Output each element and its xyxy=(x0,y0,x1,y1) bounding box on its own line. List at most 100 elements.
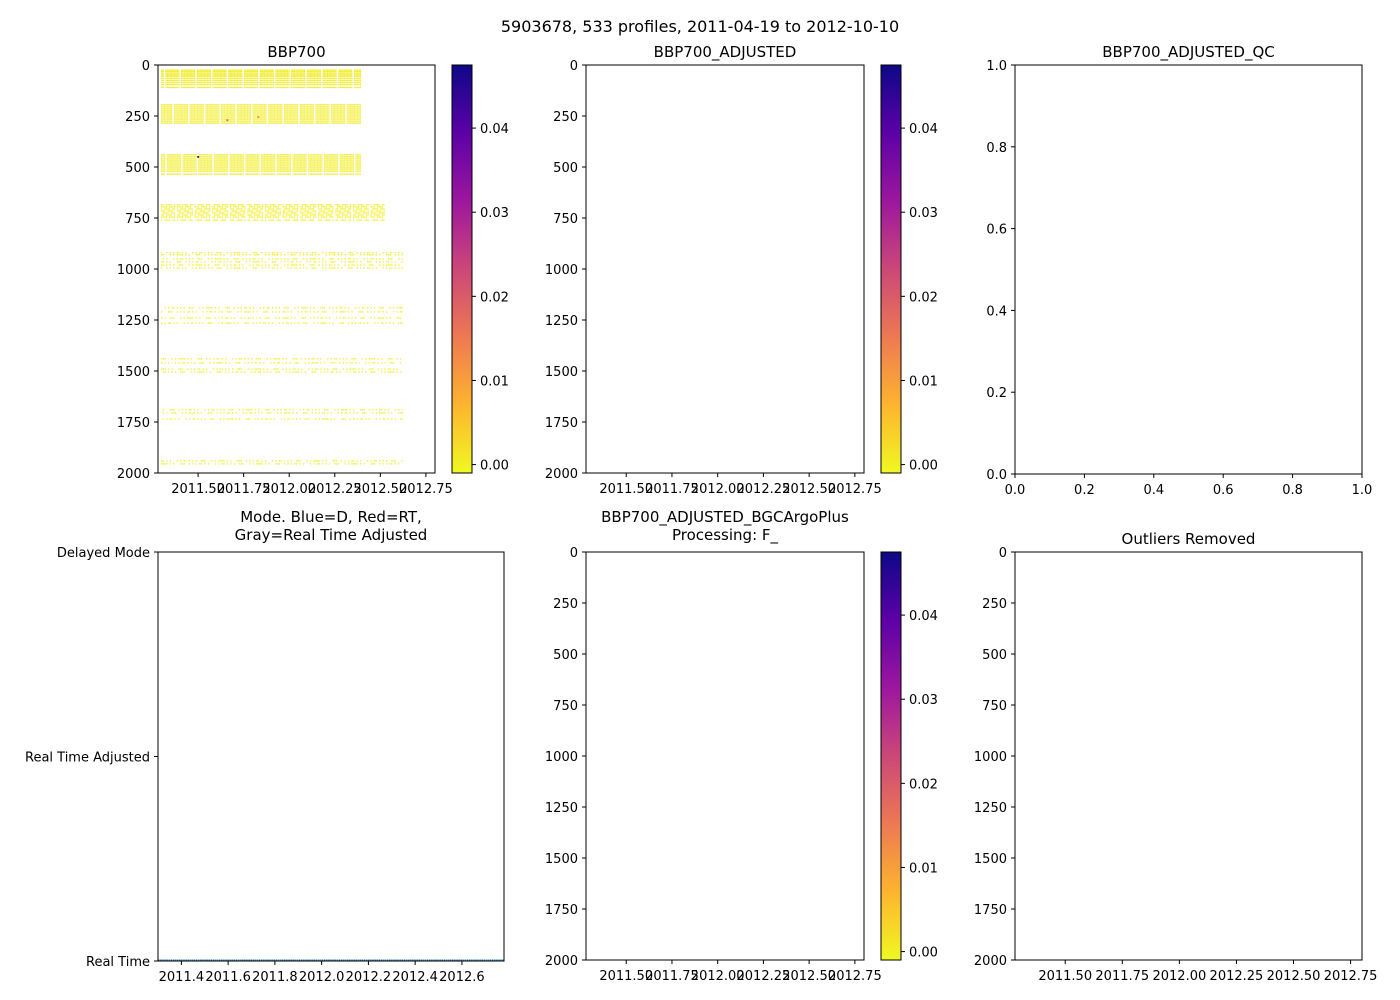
scatter-point xyxy=(161,118,163,120)
scatter-point xyxy=(283,258,286,260)
scatter-point xyxy=(362,216,364,218)
scatter-point xyxy=(238,86,240,89)
scatter-point xyxy=(299,173,301,175)
scatter-point xyxy=(258,212,260,214)
scatter-point xyxy=(223,258,225,260)
scatter-point xyxy=(279,162,281,164)
scatter-point xyxy=(335,120,337,122)
scatter-point xyxy=(309,69,311,71)
scatter-point xyxy=(229,219,232,221)
scatter-point xyxy=(198,164,200,166)
scatter-point xyxy=(202,75,204,77)
scatter-point xyxy=(373,204,376,206)
scatter-point xyxy=(248,168,250,170)
scatter-point xyxy=(166,166,169,168)
scatter-point xyxy=(293,75,296,77)
scatter-point xyxy=(341,122,343,124)
scatter-point xyxy=(245,261,248,263)
scatter-point xyxy=(237,208,240,210)
scatter-point xyxy=(168,108,170,110)
scatter-point xyxy=(205,170,207,172)
scatter-point xyxy=(303,114,306,116)
scatter-point xyxy=(213,219,216,221)
scatter-point xyxy=(252,168,254,170)
scatter-point xyxy=(295,210,297,212)
scatter-point xyxy=(179,158,181,160)
scatter-point xyxy=(161,173,163,175)
scatter-point xyxy=(236,156,239,158)
scatter-point xyxy=(327,219,329,221)
scatter-point xyxy=(331,112,333,114)
scatter-point xyxy=(380,208,382,210)
scatter-point xyxy=(205,110,207,112)
scatter-point xyxy=(192,108,194,110)
scatter-point xyxy=(262,120,264,122)
scatter-point xyxy=(358,75,360,77)
scatter-point xyxy=(251,77,253,79)
scatter-point xyxy=(306,70,309,73)
scatter-point xyxy=(322,112,324,114)
scatter-point xyxy=(252,219,254,221)
scatter-point xyxy=(239,77,241,79)
scatter-point xyxy=(331,118,333,120)
scatter-point xyxy=(251,72,253,74)
scatter-point xyxy=(192,69,194,71)
scatter-point xyxy=(375,204,377,206)
scatter-point xyxy=(215,69,217,71)
scatter-point xyxy=(241,86,243,89)
scatter-point xyxy=(317,214,320,216)
scatter-point xyxy=(232,86,234,89)
scatter-point xyxy=(312,156,314,158)
scatter-point xyxy=(373,206,376,208)
scatter-point xyxy=(266,164,269,166)
scatter-point xyxy=(333,69,336,71)
scatter-point xyxy=(346,164,349,166)
scatter-point xyxy=(261,118,263,120)
scatter-point xyxy=(272,160,274,162)
scatter-point xyxy=(248,112,250,114)
scatter-point xyxy=(211,154,213,156)
scatter-point xyxy=(199,212,201,214)
scatter-point xyxy=(331,83,333,86)
scatter-point xyxy=(180,206,182,208)
scatter-point xyxy=(334,261,336,263)
scatter-point xyxy=(341,110,343,112)
scatter-point xyxy=(294,267,296,269)
scatter-point xyxy=(358,110,360,112)
scatter-point xyxy=(289,114,291,116)
scatter-point xyxy=(179,118,181,120)
scatter-point xyxy=(332,267,334,269)
scatter-point xyxy=(342,81,344,84)
scatter-point xyxy=(202,118,204,120)
scatter-point xyxy=(196,69,199,71)
scatter-point xyxy=(234,210,236,212)
scatter-point xyxy=(250,216,252,218)
scatter-point xyxy=(313,74,316,76)
scatter-point xyxy=(285,156,287,158)
scatter-point xyxy=(186,104,189,106)
scatter-point xyxy=(241,72,243,74)
scatter-point xyxy=(241,164,243,166)
scatter-point xyxy=(213,208,216,210)
scatter-point xyxy=(230,254,232,256)
scatter-point xyxy=(359,160,361,162)
scatter-point xyxy=(343,219,345,221)
scatter-point xyxy=(285,168,287,170)
scatter-point xyxy=(286,83,289,86)
scatter-point xyxy=(308,106,310,108)
scatter-point xyxy=(311,106,313,108)
scatter-point xyxy=(203,173,206,175)
scatter-point xyxy=(189,72,191,74)
scatter-point xyxy=(345,154,347,156)
scatter-point xyxy=(199,264,201,266)
scatter-point xyxy=(241,210,243,212)
scatter-point xyxy=(161,106,163,108)
scatter-point xyxy=(325,261,327,263)
scatter-point xyxy=(301,154,303,156)
scatter-point xyxy=(355,72,357,74)
scatter-point xyxy=(177,208,179,210)
scatter-point xyxy=(271,86,273,89)
scatter-point xyxy=(193,156,196,158)
scatter-point xyxy=(276,160,279,162)
scatter-point xyxy=(186,75,189,77)
